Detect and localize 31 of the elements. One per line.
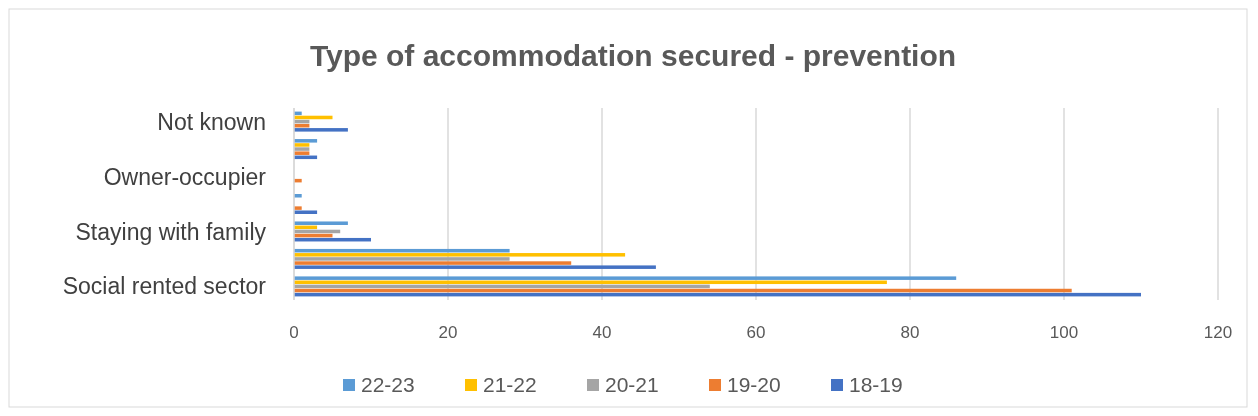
- bar: [294, 265, 656, 269]
- bar: [294, 206, 302, 210]
- y-tick-label: Staying with family: [75, 218, 267, 245]
- y-tick-label: Not known: [157, 108, 266, 135]
- bar: [294, 210, 318, 214]
- bar: [294, 253, 626, 257]
- bar: [294, 139, 318, 143]
- bar: [294, 257, 510, 261]
- bar: [294, 261, 572, 265]
- bar: [294, 128, 348, 132]
- x-tick-label: 60: [746, 323, 766, 342]
- bar: [294, 221, 348, 225]
- x-tick-label: 40: [592, 323, 612, 342]
- y-tick-label: Owner-occupier: [103, 163, 267, 190]
- bar: [294, 147, 310, 151]
- bar: [294, 276, 957, 280]
- legend-label: 21-22: [483, 373, 537, 397]
- x-tick-label: 120: [1203, 323, 1233, 342]
- chart-title: Type of accommodation secured - prevention: [309, 39, 957, 72]
- bar: [294, 143, 310, 147]
- x-tick-label: 0: [289, 323, 299, 342]
- y-tick-label: Social rented sector: [62, 273, 267, 300]
- legend-label: 22-23: [361, 373, 415, 397]
- x-tick-label: 80: [900, 323, 920, 342]
- x-tick-label: 20: [438, 323, 458, 342]
- x-tick-label: 100: [1049, 323, 1079, 342]
- legend-label: 20-21: [605, 373, 659, 397]
- bar: [294, 194, 302, 198]
- legend-label: 18-19: [849, 373, 903, 397]
- legend-label: 19-20: [727, 373, 781, 397]
- bar: [294, 151, 310, 155]
